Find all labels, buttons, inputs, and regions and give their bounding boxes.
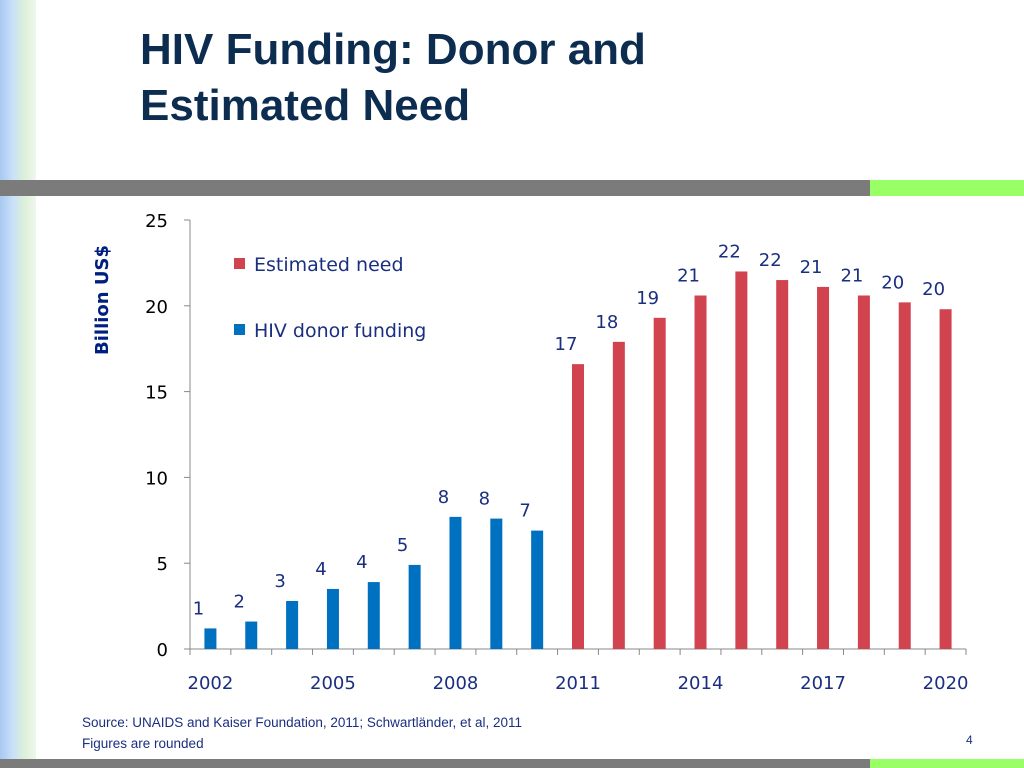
need-data-label-2011: 17 xyxy=(555,334,578,355)
need-data-label-2013: 19 xyxy=(636,288,659,309)
y-tick-label: 0 xyxy=(157,640,168,661)
footer-divider xyxy=(0,759,870,768)
need-bar-2013 xyxy=(653,317,666,649)
x-tick-label: 2017 xyxy=(800,673,846,694)
donor-bar-2004 xyxy=(286,600,299,649)
need-bar-2016 xyxy=(776,280,789,649)
page-title: HIV Funding: Donor and Estimated Need xyxy=(140,22,900,134)
source-note: Source: UNAIDS and Kaiser Foundation, 20… xyxy=(82,715,523,730)
need-bar-2018 xyxy=(857,295,870,649)
header-divider-accent xyxy=(870,180,1024,196)
y-axis-label: Billion US$ xyxy=(92,245,113,355)
y-tick-label: 5 xyxy=(157,554,168,575)
legend-label-need: Estimated need xyxy=(254,254,404,276)
y-tick-label: 25 xyxy=(145,211,168,232)
x-tick-label: 2005 xyxy=(310,673,356,694)
donor-data-label-2003: 2 xyxy=(234,592,245,613)
need-data-label-2014: 21 xyxy=(677,266,700,287)
need-bar-2019 xyxy=(898,302,911,649)
header-divider xyxy=(0,180,870,196)
legend-swatch-need xyxy=(234,258,245,269)
title-line-1: HIV Funding: Donor and xyxy=(140,25,646,74)
donor-data-label-2010: 7 xyxy=(519,501,530,522)
x-tick-label: 2011 xyxy=(555,673,601,694)
y-tick-label: 15 xyxy=(145,383,168,404)
footer-divider-accent xyxy=(870,759,1024,768)
x-tick-label: 2014 xyxy=(678,673,724,694)
page-number: 4 xyxy=(966,733,973,747)
donor-data-label-2004: 3 xyxy=(274,571,285,592)
need-bar-2017 xyxy=(817,286,830,649)
need-bar-2011 xyxy=(572,364,584,649)
donor-bar-2005 xyxy=(326,588,339,649)
need-data-label-2016: 22 xyxy=(759,250,782,271)
need-data-label-2020: 20 xyxy=(922,279,945,300)
donor-bar-2006 xyxy=(367,582,380,649)
donor-data-label-2008: 8 xyxy=(438,487,449,508)
need-data-label-2019: 20 xyxy=(881,272,904,293)
legend-label-donor: HIV donor funding xyxy=(254,320,426,342)
donor-data-label-2005: 4 xyxy=(315,559,326,580)
need-bar-2015 xyxy=(735,271,748,649)
title-line-2: Estimated Need xyxy=(140,81,471,130)
need-data-label-2018: 21 xyxy=(840,266,863,287)
y-tick-label: 20 xyxy=(145,297,168,318)
need-bar-2020 xyxy=(939,309,952,649)
donor-data-label-2002: 1 xyxy=(193,598,204,619)
donor-bar-2007 xyxy=(408,564,421,649)
x-tick-label: 2002 xyxy=(188,673,234,694)
legend-swatch-donor xyxy=(234,324,245,335)
donor-data-label-2009: 8 xyxy=(479,489,490,510)
footer: Source: UNAIDS and Kaiser Foundation, 20… xyxy=(82,712,522,754)
left-decor-stripe xyxy=(0,0,36,768)
donor-bar-2010 xyxy=(531,530,544,649)
y-tick-label: 10 xyxy=(145,468,168,489)
donor-bar-2002 xyxy=(204,628,217,649)
need-data-label-2017: 21 xyxy=(800,257,823,278)
need-bar-2012 xyxy=(612,341,625,649)
rounding-note: Figures are rounded xyxy=(82,736,204,751)
need-data-label-2012: 18 xyxy=(595,312,618,333)
donor-bar-2009 xyxy=(490,518,503,649)
need-data-label-2015: 22 xyxy=(718,241,741,262)
donor-data-label-2006: 4 xyxy=(356,552,367,573)
need-bar-2014 xyxy=(694,295,707,649)
donor-bar-2003 xyxy=(245,621,258,649)
donor-bar-2008 xyxy=(449,516,462,649)
x-tick-label: 2008 xyxy=(433,673,479,694)
donor-data-label-2007: 5 xyxy=(397,535,408,556)
x-tick-label: 2020 xyxy=(923,673,969,694)
